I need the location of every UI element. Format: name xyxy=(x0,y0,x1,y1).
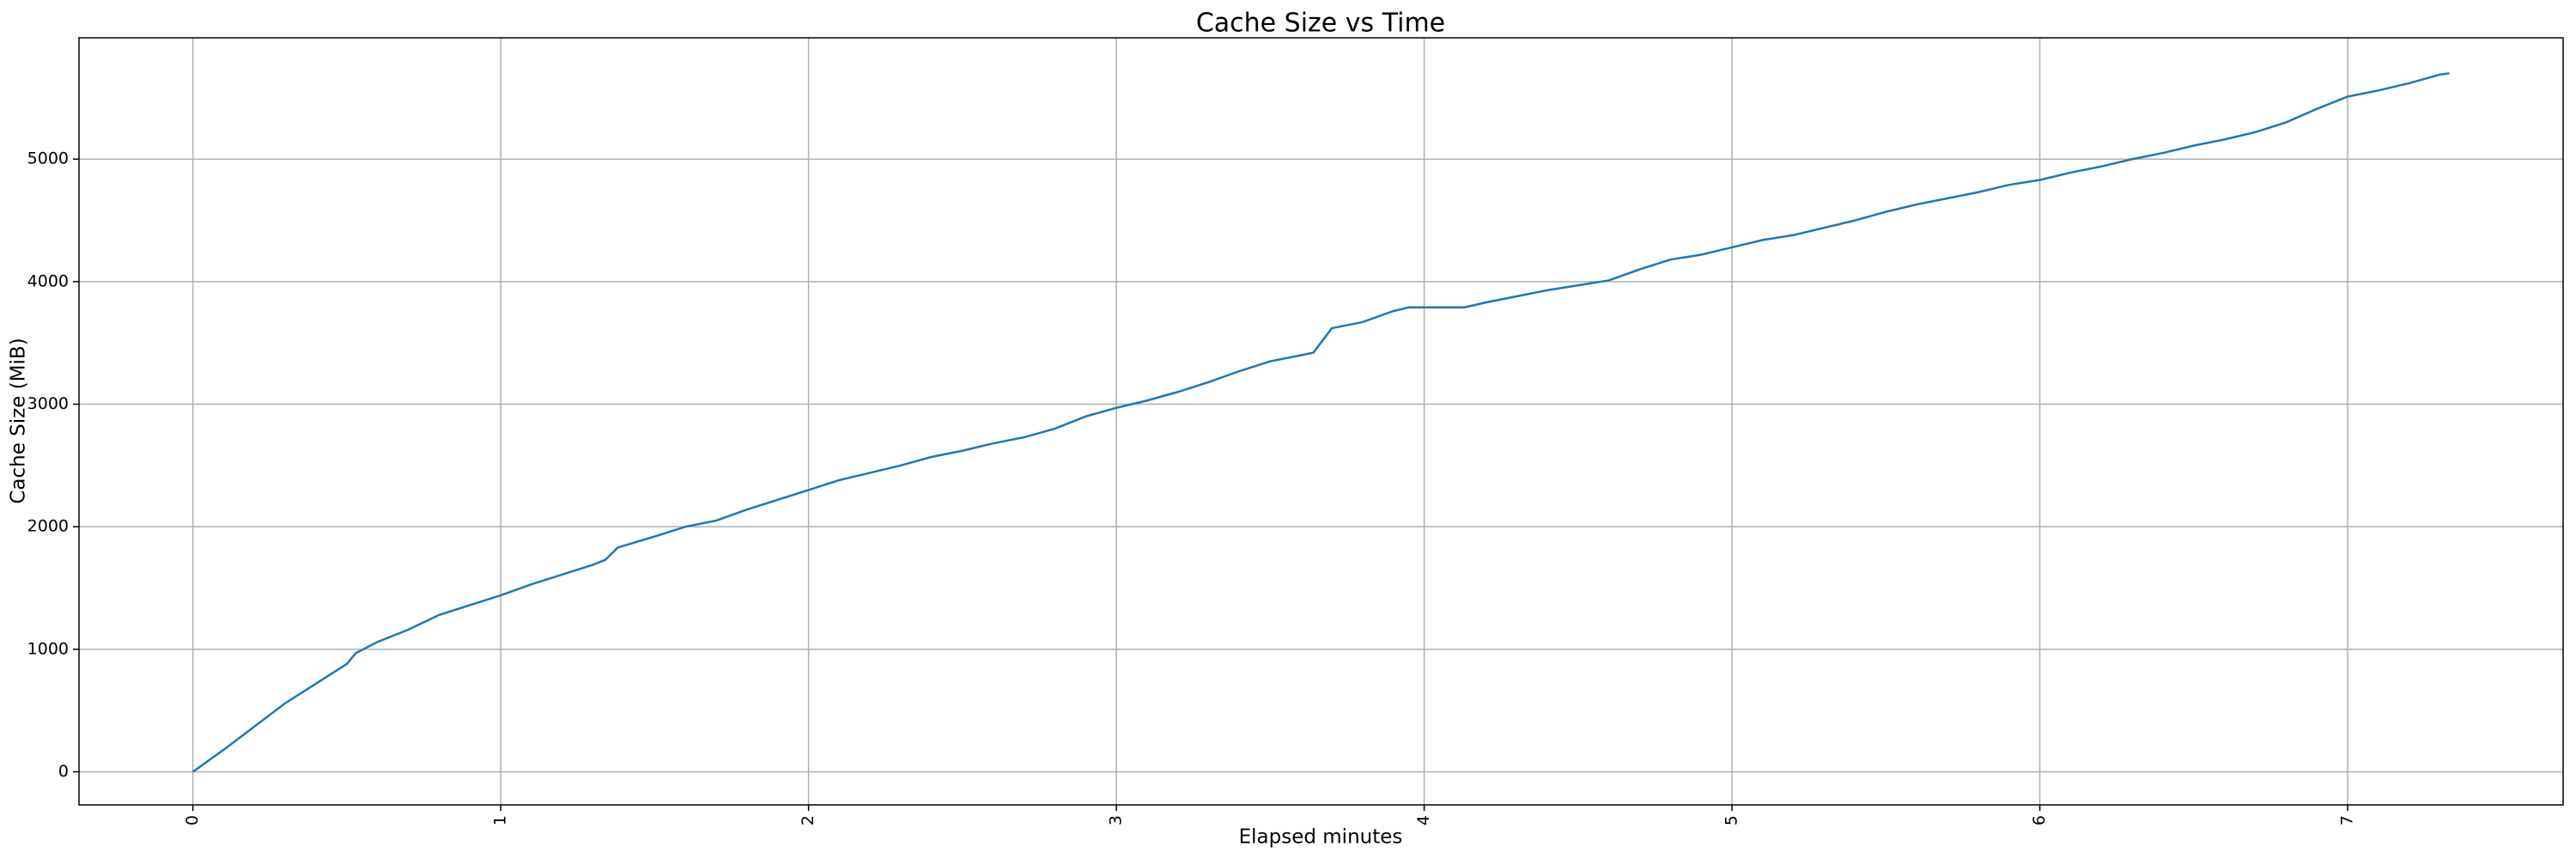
x-axis-label: Elapsed minutes xyxy=(1239,826,1403,849)
y-tick-label: 3000 xyxy=(27,394,69,413)
y-tick-label: 5000 xyxy=(27,149,69,168)
x-tick-label: 6 xyxy=(2030,815,2049,825)
y-axis-label: Cache Size (MiB) xyxy=(8,338,30,503)
x-tick-label: 2 xyxy=(799,815,817,825)
y-tick-label: 1000 xyxy=(27,639,69,658)
x-tick-label: 7 xyxy=(2338,815,2357,825)
x-tick-label: 1 xyxy=(491,815,510,825)
plot-frame xyxy=(78,37,2564,806)
x-tick-label: 4 xyxy=(1414,815,1433,825)
y-tick-label: 4000 xyxy=(27,271,69,290)
x-tick-label: 3 xyxy=(1107,815,1126,825)
y-tick-label: 0 xyxy=(58,762,69,781)
x-tick-label: 0 xyxy=(183,815,202,825)
data-line xyxy=(191,72,2450,773)
y-tick-label: 2000 xyxy=(27,517,69,536)
chart-title: Cache Size vs Time xyxy=(1196,9,1445,39)
x-tick-label: 5 xyxy=(1722,815,1741,825)
